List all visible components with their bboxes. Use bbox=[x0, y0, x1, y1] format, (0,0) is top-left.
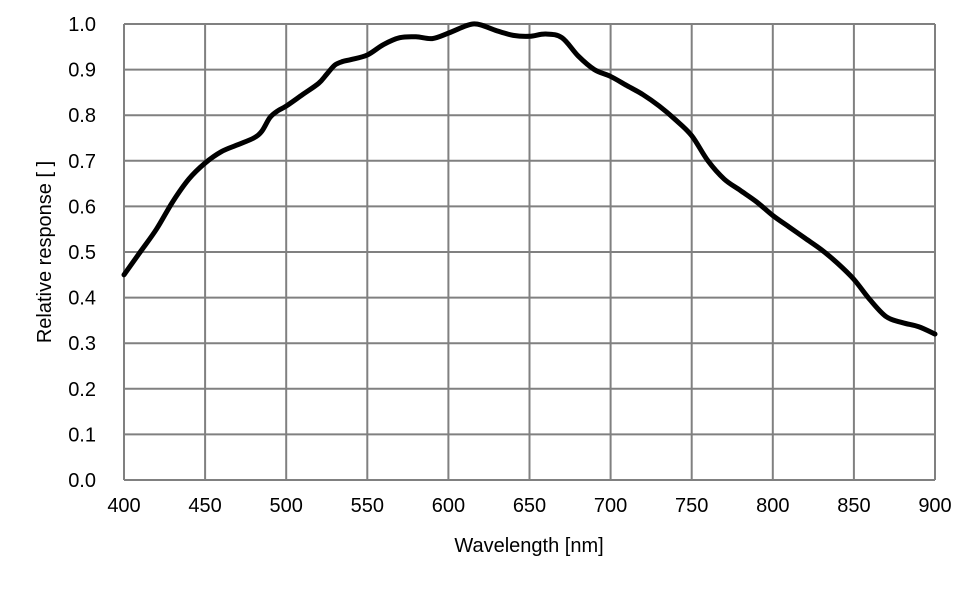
grid bbox=[123, 23, 936, 481]
y-tick-label: 0.2 bbox=[68, 379, 96, 401]
x-tick-label: 750 bbox=[675, 495, 708, 517]
x-tick-label: 700 bbox=[594, 495, 627, 517]
y-tick-label: 0.9 bbox=[68, 60, 96, 82]
x-axis-label: Wavelength [nm] bbox=[454, 535, 603, 557]
y-tick-label: 1.0 bbox=[68, 14, 96, 36]
x-tick-label: 850 bbox=[837, 495, 870, 517]
series-layer bbox=[121, 21, 938, 337]
x-tick-label: 800 bbox=[756, 495, 789, 517]
y-tick-label: 0.6 bbox=[68, 196, 96, 218]
y-tick-label: 0.1 bbox=[68, 424, 96, 446]
y-tick-label: 0.7 bbox=[68, 151, 96, 173]
y-axis-label: Relative response [ ] bbox=[34, 161, 56, 343]
series-line-0 bbox=[121, 21, 938, 337]
y-tick-label: 0.0 bbox=[68, 470, 96, 492]
x-tick-label: 500 bbox=[270, 495, 303, 517]
y-tick-label: 0.8 bbox=[68, 105, 96, 127]
y-tick-label: 0.3 bbox=[68, 333, 96, 355]
x-tick-label: 650 bbox=[513, 495, 546, 517]
x-tick-label: 600 bbox=[432, 495, 465, 517]
y-tick-label: 0.4 bbox=[68, 288, 96, 310]
x-tick-label: 450 bbox=[188, 495, 221, 517]
x-tick-label: 400 bbox=[107, 495, 140, 517]
tick-labels: 400 450 500 550 600 650 700 750 800 850 900 0.0 0.1 0… bbox=[68, 14, 952, 517]
x-tick-label: 900 bbox=[918, 495, 951, 517]
x-tick-label: 550 bbox=[351, 495, 384, 517]
y-tick-label: 0.5 bbox=[68, 242, 96, 264]
